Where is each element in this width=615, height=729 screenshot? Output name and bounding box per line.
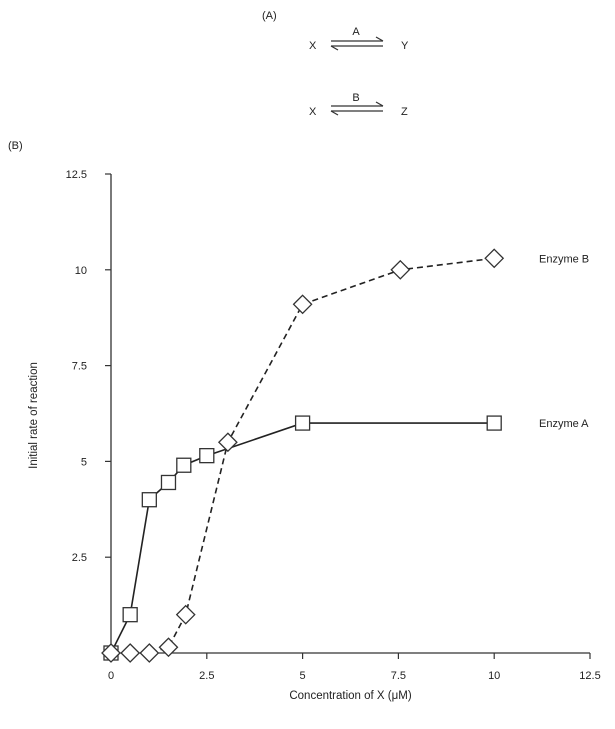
x-tick-label: 10 [488,670,500,682]
reaction-1-substrate: X [309,40,317,52]
enzyme-b-point [484,248,505,269]
y-tick-label: 5 [81,456,87,468]
x-tick-label: 0 [108,670,114,682]
enzyme-b-line [111,257,495,654]
panel-a-label: (A) [262,10,277,22]
enzyme-a-point [141,492,157,508]
reaction-scheme: (A) X A Y X B Z [262,10,409,118]
enzyme-b-point [390,259,411,280]
panel-b-label: (B) [8,140,23,152]
enzyme-b-point [292,294,313,315]
enzyme-a-line [110,422,495,654]
reaction-2-product: Z [401,106,408,118]
reaction-1-enzyme: A [352,26,360,38]
series-labels: Enzyme A Enzyme B [539,253,589,430]
enzyme-a-point [122,607,138,623]
enzyme-a-point [160,474,177,491]
enzyme-a-point [294,415,311,431]
enzyme-b-point [139,643,160,663]
enzyme-a-point [176,457,192,473]
enzyme-b-label: Enzyme B [539,253,589,265]
enzyme-b-point [158,637,179,658]
reaction-2: X B Z [309,92,408,118]
enzyme-b-point [217,432,238,453]
enzyme-a-label: Enzyme A [539,418,589,430]
reaction-2-substrate: X [309,106,317,118]
reaction-1-product: Y [401,40,409,52]
x-tick-label: 12.5 [579,670,600,682]
enzyme-b-point [120,643,141,663]
x-tick-label: 5 [300,670,306,682]
equilibrium-arrow-1 [330,36,384,51]
y-tick-label: 10 [75,265,87,277]
enzyme-a-point [486,415,502,431]
x-axis-title: Concentration of X (μM) [289,690,411,702]
reaction-2-enzyme: B [352,92,359,104]
y-tick-label: 7.5 [72,361,87,373]
y-tick-label: 12.5 [66,169,87,181]
series-markers [101,248,505,663]
series-lines [110,257,495,654]
y-tick-label: 2.5 [72,552,87,564]
axes: 0 2.5 5 7.5 10 12.5 2.5 5 7.5 10 12.5 [66,169,601,682]
equilibrium-arrow-2 [330,101,384,116]
reaction-1: X A Y [309,26,409,52]
enzyme-b-point [101,643,121,663]
enzyme-a-point [199,448,215,464]
x-tick-label: 2.5 [199,670,214,682]
enzyme-b-point [175,604,196,625]
y-axis-title: Initial rate of reaction [28,362,40,469]
x-tick-label: 7.5 [391,670,406,682]
